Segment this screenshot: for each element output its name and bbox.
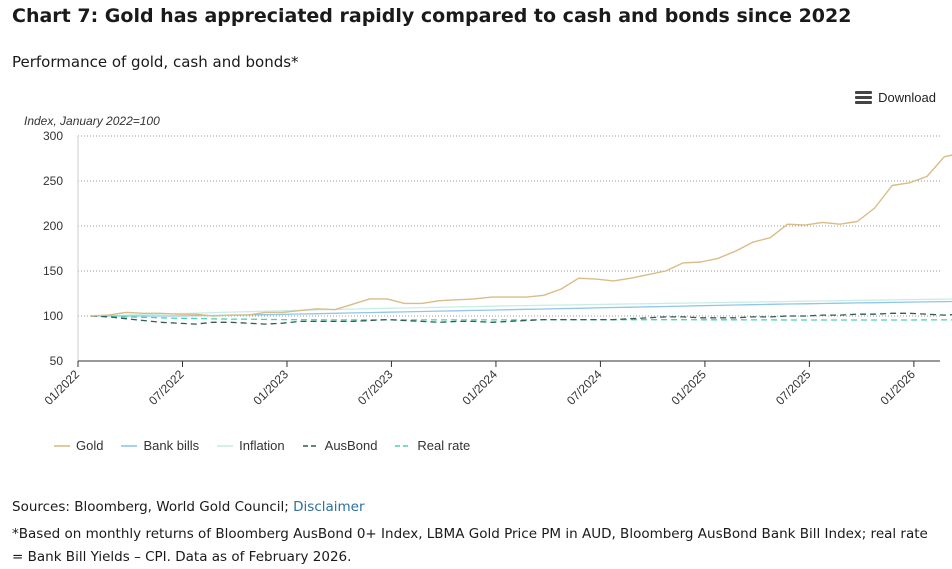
sources-line: Sources: Bloomberg, World Gold Council; …: [12, 499, 365, 515]
menu-icon: [855, 91, 873, 104]
x-tick-label: 01/2024: [459, 367, 500, 408]
x-tick-label: 07/2025: [773, 367, 814, 408]
legend-item-real-rate[interactable]: Real rate: [395, 438, 470, 453]
legend-item-gold[interactable]: Gold: [54, 438, 103, 453]
legend-swatch: [217, 444, 234, 447]
series-line-ausbond: [91, 312, 952, 325]
download-button[interactable]: Download: [855, 90, 936, 105]
x-tick-label: 07/2024: [564, 367, 605, 408]
x-tick-label: 01/2025: [668, 367, 709, 408]
legend-label: Inflation: [239, 438, 285, 453]
y-axis-label: Index, January 2022=100: [24, 114, 160, 128]
x-tick-label: 01/2026: [877, 367, 918, 408]
legend-item-inflation[interactable]: Inflation: [217, 438, 285, 453]
legend-swatch: [395, 444, 412, 447]
sources-text: Sources: Bloomberg, World Gold Council;: [12, 499, 294, 515]
legend-swatch: [54, 444, 70, 447]
legend-label: Gold: [76, 438, 104, 453]
legend-swatch: [302, 444, 319, 447]
download-label: Download: [878, 90, 936, 105]
legend-swatch: [121, 444, 138, 447]
legend-label: Real rate: [417, 438, 471, 453]
y-tick-label: 200: [43, 219, 63, 233]
chart-subtitle: Performance of gold, cash and bonds*: [12, 53, 299, 71]
chart-svg: Index, January 2022=100 50 100 150 200 250 300…: [24, 114, 952, 408]
y-tick-label: 300: [43, 129, 63, 143]
x-tick-label: 07/2023: [355, 367, 396, 408]
y-tick-label: 100: [43, 309, 63, 323]
series-line-inflation: [91, 298, 952, 317]
legend-item-ausbond[interactable]: AusBond: [302, 438, 378, 453]
footnote: *Based on monthly returns of Bloomberg A…: [12, 526, 928, 565]
x-tick-label: 01/2022: [42, 367, 83, 408]
chart-legend: Gold Bank bills Inflation AusBond Real rate: [54, 438, 470, 453]
legend-label: AusBond: [324, 438, 378, 453]
series-line-real-rate: [91, 315, 952, 321]
legend-label: Bank bills: [143, 438, 200, 453]
series-line-gold: [91, 154, 952, 317]
series-line-bank-bills: [91, 300, 952, 317]
y-tick-label: 50: [50, 354, 64, 368]
disclaimer-link[interactable]: Disclaimer: [293, 499, 365, 515]
y-tick-label: 150: [43, 264, 63, 278]
y-tick-label: 250: [43, 174, 63, 188]
x-tick-label: 07/2022: [146, 367, 187, 408]
legend-item-bank-bills[interactable]: Bank bills: [121, 438, 199, 453]
chart-title: Chart 7: Gold has appreciated rapidly co…: [12, 5, 852, 27]
x-tick-label: 01/2023: [251, 367, 292, 408]
